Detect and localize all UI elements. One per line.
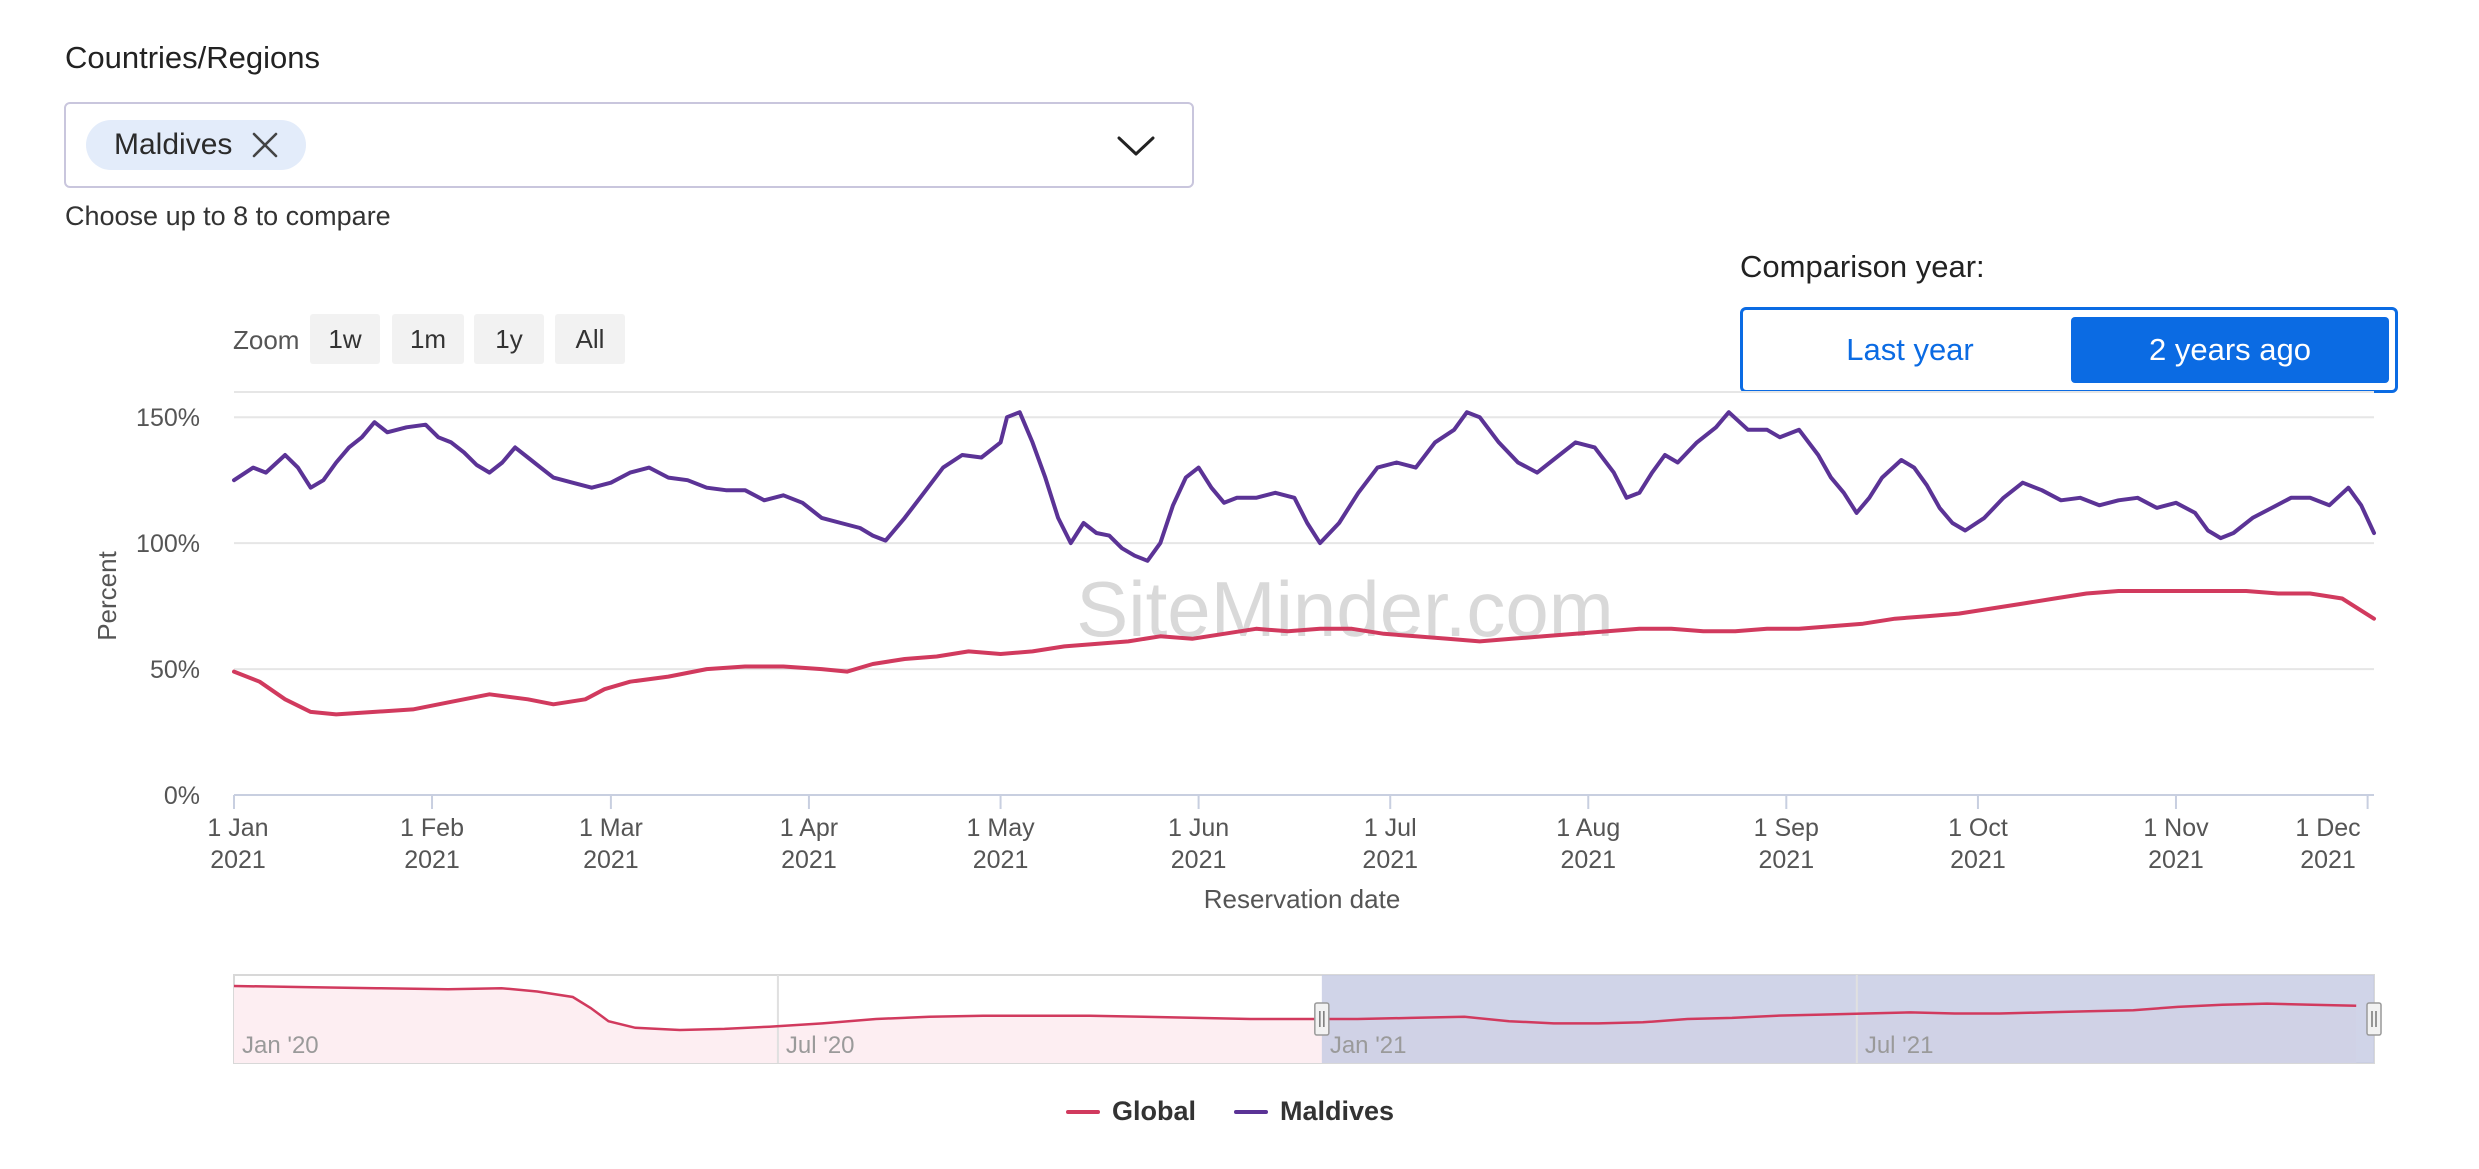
navigator-line	[233, 984, 2357, 1032]
x-tick-label: 1 Oct	[1948, 814, 2008, 842]
zoom-1m-button[interactable]: 1m	[392, 314, 464, 364]
navigator-handle-right[interactable]	[2366, 1002, 2382, 1036]
x-tick-label: 2021	[973, 846, 1029, 874]
y-axis-title: Percent	[92, 550, 122, 640]
x-tick-label: 1 Jan	[207, 814, 268, 842]
handle-body	[2366, 1002, 2382, 1036]
chevron-down-icon[interactable]	[1116, 131, 1156, 161]
x-tick-label: 2021	[1171, 846, 1227, 874]
x-tick-label: 1 Aug	[1556, 814, 1620, 842]
x-tick-label: 2021	[1758, 846, 1814, 874]
x-tick-label: 1 Nov	[2143, 814, 2209, 842]
navigator-label: Jan '20	[242, 1032, 319, 1059]
x-tick-label: 1 Mar	[579, 814, 643, 842]
x-tick-label: 2021	[781, 846, 837, 874]
x-tick-label: 2021	[2148, 846, 2204, 874]
zoom-1y-button[interactable]: 1y	[474, 314, 544, 364]
legend-maldives-label: Maldives	[1280, 1096, 1395, 1126]
two-years-ago-button[interactable]: 2 years ago	[2071, 317, 2389, 383]
series-maldives-line	[232, 410, 2376, 563]
country-chip: Maldives	[86, 120, 307, 170]
navigator-label: Jul '20	[786, 1032, 855, 1059]
x-axis: 1 Jan 2021 1 Feb 2021 1 Mar 2021 1 Apr 2021 1 Ma…	[207, 795, 2369, 874]
x-axis-title: Reservation date	[1204, 884, 1401, 914]
navigator-label: Jan '21	[1330, 1032, 1407, 1059]
y-tick-label: 100%	[136, 530, 200, 558]
remove-chip-icon[interactable]	[250, 130, 280, 160]
chart-lines	[232, 410, 2376, 717]
handle-body	[1314, 1002, 1330, 1036]
navigator-label: Jul '21	[1865, 1032, 1934, 1059]
last-year-button[interactable]: Last year	[1846, 332, 1974, 367]
country-select[interactable]: Maldives	[64, 102, 1194, 188]
x-tick-label: 2021	[1362, 846, 1418, 874]
x-tick-label: 2021	[404, 846, 460, 874]
watermark: SiteMinder.com	[1076, 565, 1614, 653]
country-chip-label: Maldives	[114, 128, 233, 161]
comparison-year-toggle: Last year 2 years ago	[1740, 307, 2398, 393]
x-tick-label: 1 Sep	[1754, 814, 1819, 842]
legend-maldives[interactable]: Maldives	[1234, 1096, 1394, 1127]
countries-label: Countries/Regions	[65, 40, 321, 75]
zoom-label: Zoom	[233, 325, 300, 355]
chart-grid	[234, 391, 2374, 796]
x-tick-label: 1 Jun	[1168, 814, 1229, 842]
legend-global[interactable]: Global	[1066, 1096, 1196, 1127]
x-tick-label: 1 Dec	[2295, 814, 2360, 842]
legend-global-label: Global	[1112, 1096, 1197, 1126]
x-tick-label: 1 May	[967, 814, 1036, 842]
x-tick-label: 2021	[210, 846, 266, 874]
x-tick-label: 1 Jul	[1364, 814, 1417, 842]
x-tick-label: 1 Feb	[400, 814, 464, 842]
series-global-line	[232, 589, 2376, 717]
x-tick-label: 2021	[1950, 846, 2006, 874]
x-tick-label: 1 Apr	[780, 814, 838, 842]
range-navigator[interactable]: Jan '20 Jul '20 Jan '21 Jul '21	[233, 974, 2382, 1064]
navigator-handle-left[interactable]	[1314, 1002, 1330, 1036]
comparison-year-label: Comparison year:	[1740, 249, 1985, 284]
legend-global-swatch	[1066, 1109, 1100, 1114]
x-tick-label: 2021	[1560, 846, 1616, 874]
x-tick-label: 2021	[2300, 846, 2356, 874]
y-axis: 0% 50% 100% 150%	[136, 404, 200, 810]
zoom-1w-button[interactable]: 1w	[310, 314, 380, 364]
legend-maldives-swatch	[1234, 1109, 1268, 1114]
helper-text: Choose up to 8 to compare	[65, 201, 391, 231]
y-tick-label: 150%	[136, 404, 200, 432]
y-tick-label: 50%	[150, 656, 200, 684]
zoom-all-button[interactable]: All	[555, 314, 625, 364]
x-tick-label: 2021	[583, 846, 639, 874]
y-tick-label: 0%	[164, 782, 200, 810]
